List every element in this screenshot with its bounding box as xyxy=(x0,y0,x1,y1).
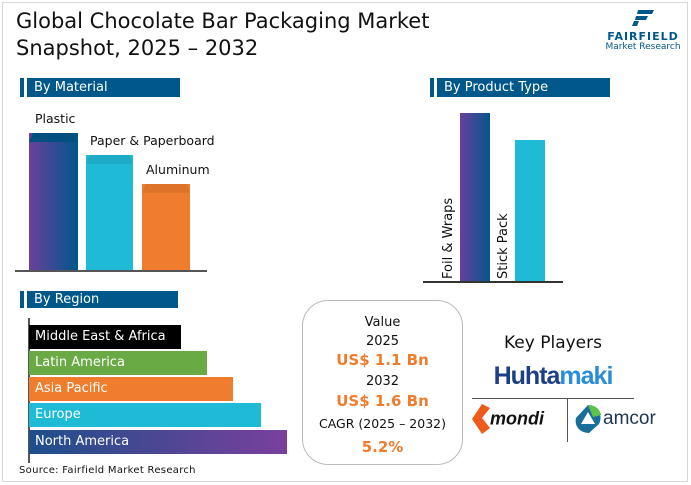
material-baseline xyxy=(15,270,207,272)
fairfield-mark-icon xyxy=(632,10,654,26)
mondi-logo: mondi xyxy=(472,404,544,434)
value-2025: US$ 1.1 Bn xyxy=(336,351,429,369)
amcor-mark-icon xyxy=(575,405,601,433)
material-header: By Material xyxy=(20,78,180,97)
value-box xyxy=(302,300,463,465)
material-bar-cap xyxy=(86,154,133,164)
material-bar xyxy=(86,154,133,270)
logo-divider-h xyxy=(472,398,634,399)
cagr-value: 5.2% xyxy=(361,438,404,456)
region-header: By Region xyxy=(20,291,178,310)
product-label: Stick Pack xyxy=(496,213,511,279)
product-bar xyxy=(515,139,545,281)
title-line-1: Global Chocolate Bar Packaging Market xyxy=(16,9,430,33)
year-2032: 2032 xyxy=(365,374,400,389)
material-label: Paper & Paperboard xyxy=(90,132,215,148)
logo-sub: Market Research xyxy=(605,42,681,52)
mondi-mark-icon xyxy=(472,404,490,434)
material-bar xyxy=(29,133,78,270)
fairfield-logo: FAIRFIELD Market Research xyxy=(598,10,688,52)
region-bar: Middle East & Africa xyxy=(29,325,182,349)
material-label: Plastic xyxy=(35,111,76,126)
title-line-2: Snapshot, 2025 – 2032 xyxy=(16,36,259,60)
logo-divider-v xyxy=(567,398,568,442)
product-label: Foil & Wraps xyxy=(441,197,456,279)
page-title: Global Chocolate Bar Packaging Market Sn… xyxy=(16,8,556,62)
amcor-logo: amcor xyxy=(573,404,656,434)
product-bar xyxy=(460,113,490,281)
cagr-label: CAGR (2025 – 2032) xyxy=(319,416,446,431)
material-bar xyxy=(142,183,190,270)
product-baseline xyxy=(423,281,563,283)
region-bar: Europe xyxy=(29,403,262,427)
value-label: Value xyxy=(364,315,401,330)
value-2032: US$ 1.6 Bn xyxy=(336,392,429,410)
material-bar-cap xyxy=(142,183,190,193)
region-bar: Latin America xyxy=(29,351,208,375)
region-bar: Asia Pacific xyxy=(29,377,233,401)
logo-brand: FAIRFIELD xyxy=(607,30,679,43)
product-header: By Product Type xyxy=(430,78,610,97)
year-2025: 2025 xyxy=(365,334,400,349)
region-axis xyxy=(28,318,30,463)
material-label: Aluminum xyxy=(146,161,210,177)
huhtamaki-logo: Huhtamaki xyxy=(493,362,614,390)
source-note: Source: Fairfield Market Research xyxy=(19,465,196,476)
material-bar-cap xyxy=(29,133,78,142)
region-bar: North America xyxy=(29,430,287,454)
key-players-title: Key Players xyxy=(504,333,602,353)
